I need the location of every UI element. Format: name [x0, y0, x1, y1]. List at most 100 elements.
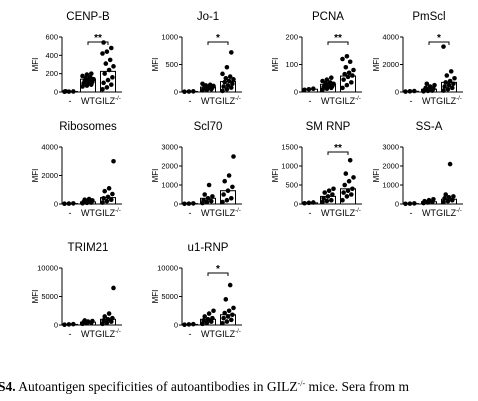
- data-point-jo-1-gilz: [224, 64, 230, 70]
- data-point-scl70-neg: [191, 201, 196, 206]
- data-point-scl70-gilz: [224, 197, 230, 203]
- x-category-label-ss-a-gilz: GILZ-/-: [436, 208, 462, 218]
- data-point-cenp-b-gilz: [106, 67, 112, 73]
- data-point-pcna-gilz: [349, 80, 354, 85]
- y-tick-label-trim21: 5000: [41, 292, 58, 301]
- data-point-sm-rnp-neg: [311, 200, 316, 205]
- x-category-label-jo-1-gilz: GILZ-/-: [215, 96, 241, 106]
- y-axis-label-pmscl: MFI: [372, 58, 381, 72]
- y-tick-label-u1-rnp: 5000: [161, 292, 178, 301]
- y-tick-label-u1-rnp: 10000: [157, 264, 178, 273]
- caption-text: Autoantigen specificities of autoantibod…: [18, 379, 298, 394]
- data-point-trim21-gilz: [102, 314, 107, 319]
- data-point-pmscl-gilz: [444, 73, 450, 78]
- x-category-label-scl70-wt: WT: [201, 208, 215, 218]
- data-point-ribosomes-gilz: [106, 186, 112, 191]
- data-point-cenp-b-neg: [63, 88, 68, 94]
- data-point-sm-rnp-wt: [322, 190, 328, 195]
- data-point-ss-a-neg: [403, 201, 408, 207]
- panel-ss-a: SS-A 0 1000 2000 3000 MFI - WT GILZ-/-: [372, 121, 463, 218]
- data-point-u1-rnp-wt: [210, 315, 215, 321]
- data-point-sm-rnp-neg: [302, 200, 307, 206]
- data-point-jo-1-gilz: [225, 83, 231, 88]
- data-point-cenp-b-wt: [89, 71, 94, 76]
- y-tick-label-ss-a: 0: [395, 200, 399, 209]
- data-point-pcna-wt: [324, 77, 330, 82]
- data-point-ribosomes-gilz: [105, 194, 111, 200]
- data-point-jo-1-gilz: [226, 78, 232, 84]
- panel-title-u1-rnp: u1-RNP: [188, 242, 229, 254]
- data-point-cenp-b-gilz: [104, 49, 110, 54]
- data-point-scl70-neg: [186, 201, 192, 206]
- data-point-sm-rnp-gilz: [346, 178, 352, 184]
- panel-title-pmscl: PmScl: [412, 11, 445, 23]
- data-point-sm-rnp-gilz: [351, 175, 356, 180]
- data-point-sm-rnp-wt: [324, 198, 330, 204]
- data-point-sm-rnp-wt: [331, 186, 336, 192]
- x-category-label-pcna-neg: -: [309, 96, 312, 106]
- data-point-u1-rnp-neg: [186, 322, 192, 327]
- data-point-cenp-b-gilz: [105, 77, 111, 83]
- data-point-ss-a-wt: [426, 197, 432, 203]
- figure-caption: S4. Autoantigen specificities of autoant…: [0, 379, 478, 395]
- data-point-cenp-b-wt: [87, 75, 93, 80]
- data-point-sm-rnp-gilz: [340, 197, 345, 203]
- y-tick-label-pcna: 200: [285, 33, 298, 42]
- data-point-ribosomes-gilz: [101, 196, 106, 201]
- data-point-trim21-gilz: [111, 285, 116, 291]
- panel-cenp-b: CENP-B 0 200 400 600 MFI - WT GILZ-/- **: [31, 11, 122, 106]
- data-point-pmscl-gilz: [452, 75, 457, 81]
- y-axis-label-cenp-b: MFI: [31, 58, 40, 72]
- data-point-sm-rnp-gilz: [343, 171, 349, 176]
- caption-superscript: -/-: [297, 379, 306, 388]
- data-point-trim21-wt: [82, 318, 87, 323]
- panel-title-pcna: PCNA: [312, 11, 344, 23]
- y-axis-label-jo-1: MFI: [151, 58, 160, 72]
- data-point-ss-a-gilz: [450, 197, 455, 203]
- significance-label-jo-1: *: [216, 33, 220, 44]
- x-category-label-ribosomes-neg: -: [69, 208, 72, 218]
- x-category-superscript-pcna: -/-: [355, 96, 361, 102]
- panel-title-jo-1: Jo-1: [197, 11, 219, 23]
- data-point-jo-1-wt: [200, 81, 205, 87]
- data-point-trim21-neg: [62, 322, 67, 328]
- data-point-sm-rnp-wt: [326, 188, 332, 193]
- data-point-ss-a-gilz: [445, 198, 451, 204]
- x-category-label-pmscl-neg: -: [410, 96, 413, 106]
- y-tick-label-cenp-b: 400: [45, 51, 58, 60]
- y-axis-label-ss-a: MFI: [372, 169, 381, 183]
- data-point-trim21-gilz: [106, 311, 112, 316]
- data-point-pmscl-gilz: [442, 84, 447, 89]
- data-point-pcna-gilz: [347, 59, 353, 65]
- y-axis-label-u1-rnp: MFI: [151, 290, 160, 304]
- data-point-cenp-b-wt: [80, 73, 85, 79]
- data-point-ss-a-gilz: [441, 199, 446, 205]
- data-point-sm-rnp-neg: [306, 200, 312, 206]
- y-tick-label-ribosomes: 4000: [41, 143, 58, 152]
- x-category-label-cenp-b-wt: WT: [81, 96, 95, 106]
- significance-label-sm-rnp: **: [334, 143, 342, 154]
- data-point-pcna-gilz: [340, 85, 345, 91]
- data-point-pmscl-wt: [432, 82, 437, 88]
- data-point-scl70-gilz: [229, 196, 234, 201]
- significance-bracket-u1-rnp: [207, 272, 229, 276]
- data-point-trim21-neg: [71, 321, 76, 327]
- data-point-pmscl-gilz: [445, 86, 451, 92]
- panel-pcna: PCNA 0 100 200 MFI - WT GILZ-/- **: [271, 11, 362, 106]
- data-point-pcna-gilz: [344, 53, 350, 59]
- y-tick-label-trim21: 0: [54, 321, 58, 330]
- data-point-trim21-gilz: [110, 315, 115, 321]
- data-point-u1-rnp-neg: [182, 322, 187, 328]
- x-category-label-trim21-neg: -: [69, 329, 72, 339]
- y-tick-label-sm-rnp: 1000: [281, 162, 298, 171]
- data-point-pmscl-gilz: [441, 44, 446, 49]
- x-category-label-cenp-b-gilz: GILZ-/-: [95, 96, 121, 106]
- data-point-ribosomes-gilz: [104, 198, 110, 204]
- panel-title-sm-rnp: SM RNP: [306, 121, 351, 133]
- data-point-pcna-gilz: [346, 70, 352, 76]
- data-point-u1-rnp-gilz: [230, 312, 235, 318]
- data-point-pmscl-gilz: [446, 82, 452, 88]
- data-point-sm-rnp-gilz: [345, 188, 351, 193]
- data-point-ss-a-neg: [412, 201, 417, 206]
